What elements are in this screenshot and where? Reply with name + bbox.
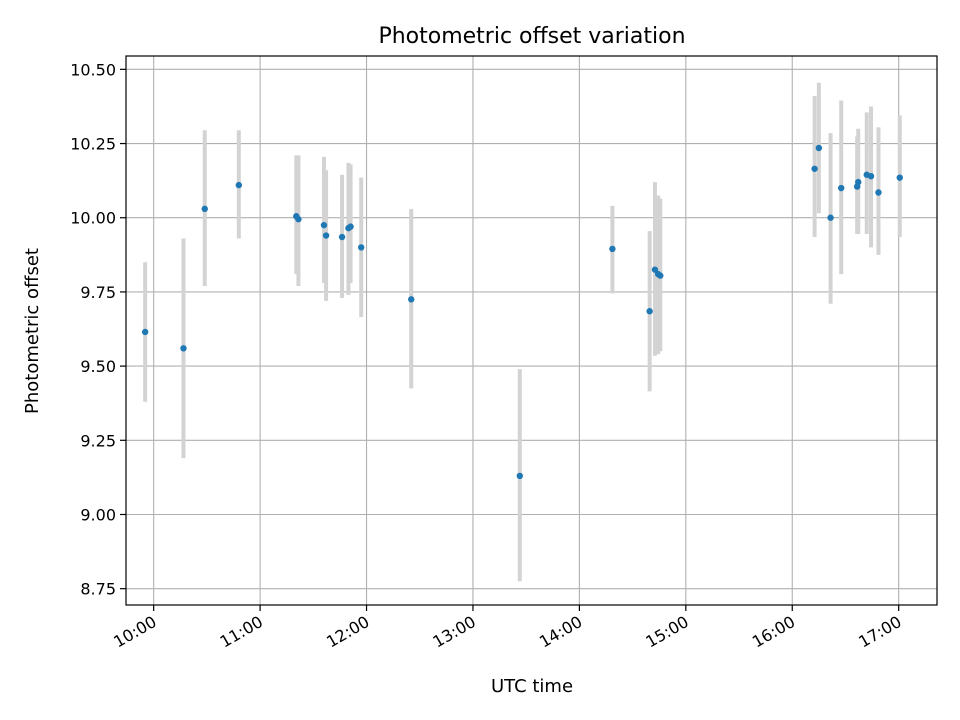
data-point-20 xyxy=(815,144,823,152)
data-point-0 xyxy=(141,328,149,336)
x-tick-label-4: 14:00 xyxy=(536,612,585,652)
y-axis-ticks: 8.75 9.00 9.25 9.50 9.75 10.00 10.25 10.50 xyxy=(70,60,126,599)
data-point-8 xyxy=(338,233,346,241)
data-point-27 xyxy=(875,189,882,196)
x-tick-label-5: 15:00 xyxy=(642,612,691,652)
data-point-22 xyxy=(838,184,845,192)
data-point-15 xyxy=(646,308,653,315)
x-tick-label-0: 10:00 xyxy=(110,612,159,652)
data-points xyxy=(141,144,903,480)
data-point-3 xyxy=(235,181,243,189)
x-tick-label-3: 13:00 xyxy=(430,612,479,652)
y-tick-label-5: 10.00 xyxy=(70,209,116,228)
data-point-5 xyxy=(295,216,302,223)
y-axis-label: Photometric offset xyxy=(22,248,43,414)
x-tick-label-1: 11:00 xyxy=(217,612,266,652)
x-axis-ticks: 10:00 11:00 12:00 13:00 14:00 15:00 16:00 17:00 xyxy=(110,605,905,652)
y-tick-label-7: 10.50 xyxy=(70,60,116,79)
data-point-28 xyxy=(896,174,903,181)
y-tick-label-1: 9.00 xyxy=(80,505,116,524)
data-point-19 xyxy=(811,165,818,172)
chart-title: Photometric offset variation xyxy=(378,24,685,49)
x-axis-label: UTC time xyxy=(491,676,573,697)
data-point-1 xyxy=(180,345,187,352)
data-point-12 xyxy=(408,296,415,303)
data-point-24 xyxy=(855,178,862,186)
x-tick-label-7: 17:00 xyxy=(855,612,904,652)
data-point-18 xyxy=(657,272,664,279)
y-tick-label-6: 10.25 xyxy=(70,135,116,154)
y-tick-label-2: 9.25 xyxy=(80,431,116,450)
data-point-11 xyxy=(358,244,365,251)
data-point-2 xyxy=(201,205,208,213)
data-point-7 xyxy=(322,232,330,239)
y-tick-label-0: 8.75 xyxy=(80,580,116,599)
data-point-16 xyxy=(651,266,659,273)
x-tick-label-6: 16:00 xyxy=(749,612,798,652)
data-point-10 xyxy=(347,223,354,230)
data-point-6 xyxy=(320,221,328,229)
data-point-26 xyxy=(867,172,875,180)
x-tick-label-2: 12:00 xyxy=(323,612,372,652)
y-tick-label-4: 9.75 xyxy=(80,283,116,302)
plot-frame xyxy=(125,55,938,606)
y-tick-label-3: 9.50 xyxy=(80,357,116,376)
error-bars xyxy=(143,82,902,582)
data-point-14 xyxy=(609,245,616,253)
data-point-21 xyxy=(827,214,834,221)
gridlines xyxy=(126,56,937,605)
data-point-13 xyxy=(516,472,523,480)
